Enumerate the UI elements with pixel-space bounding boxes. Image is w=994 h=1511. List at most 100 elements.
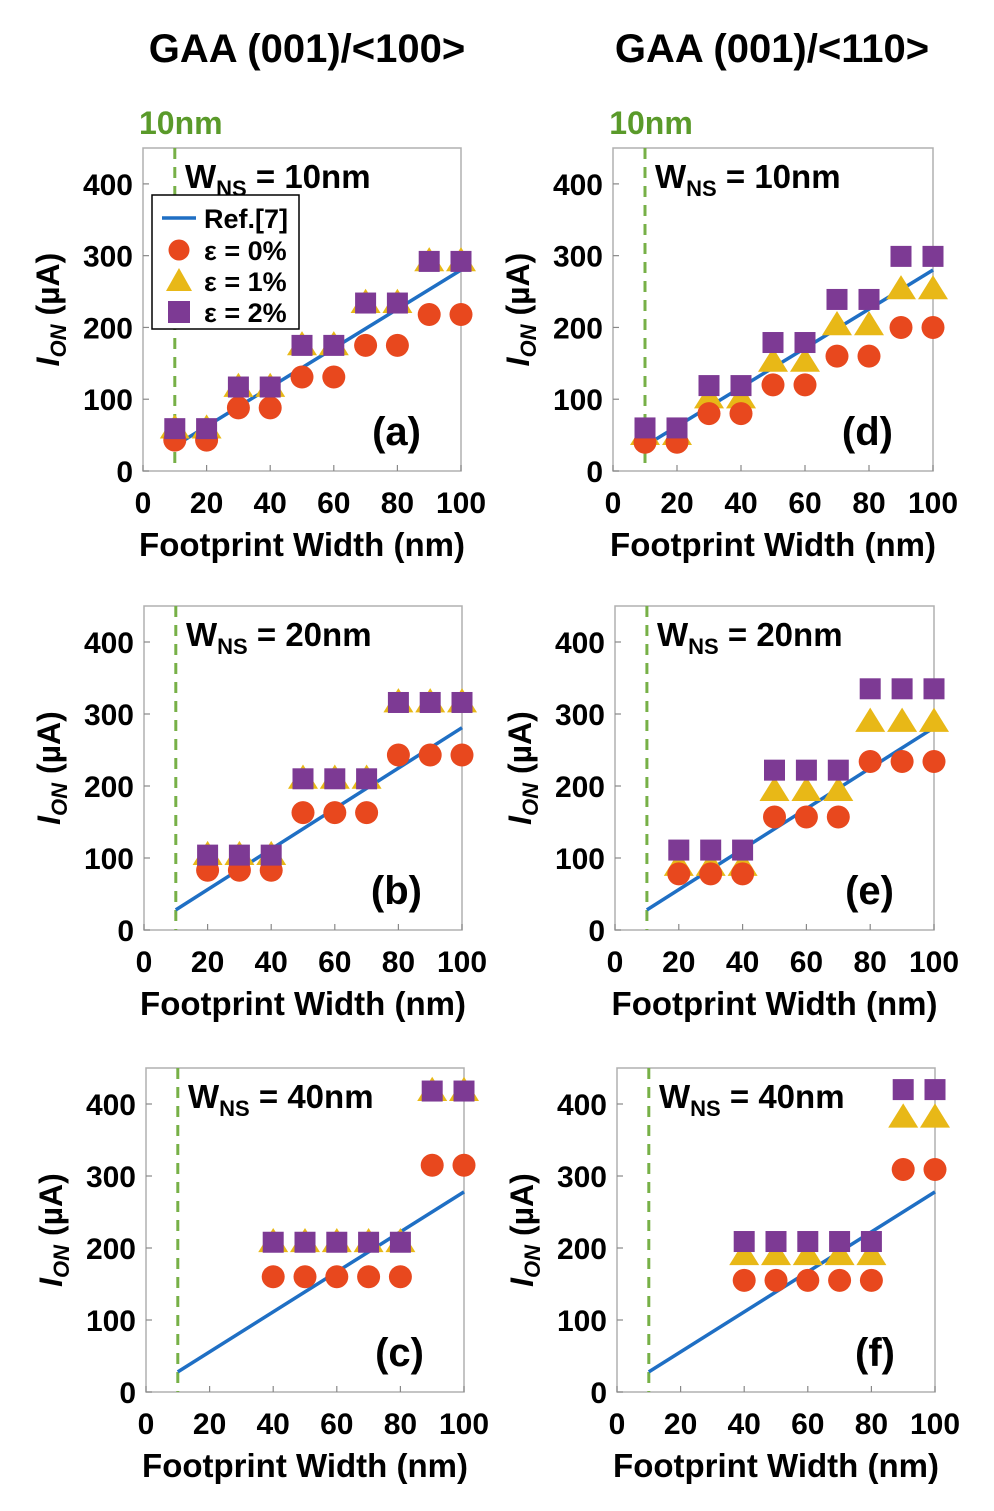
- eps2-point: [730, 375, 752, 397]
- x-tick-label: 20: [190, 487, 223, 520]
- x-tick-label: 80: [384, 1408, 417, 1441]
- chart-panel-a: 0 20 40 60 80 100 0 100 200 300 400 Footprint Width…: [30, 105, 486, 563]
- eps0-point: [226, 396, 250, 420]
- x-tick-label: 40: [724, 487, 757, 520]
- eps0-point: [922, 750, 946, 774]
- wns-annotation-sub: NS: [686, 176, 717, 201]
- legend-entry-label: ε = 2%: [204, 298, 287, 328]
- x-axis-label: Footprint Width (nm): [140, 985, 466, 1022]
- wns-annotation-main: W: [655, 158, 687, 195]
- eps2-point: [698, 375, 720, 397]
- y-tick-label: 300: [557, 1161, 607, 1194]
- y-axis-label-sub: ON: [47, 782, 72, 816]
- x-axis-label: Footprint Width (nm): [612, 985, 938, 1022]
- eps2-point: [765, 1231, 787, 1253]
- eps1-point: [919, 707, 949, 732]
- eps2-point: [826, 288, 848, 310]
- wns-annotation-value: = 10nm: [247, 158, 371, 195]
- x-tick-label: 40: [255, 946, 288, 979]
- eps2-point: [732, 839, 754, 861]
- y-axis-label-sub: ON: [516, 323, 541, 357]
- y-tick-label: 400: [557, 1089, 607, 1122]
- x-tick-label: 0: [136, 946, 153, 979]
- y-tick-label: 300: [86, 1161, 136, 1194]
- eps2-point: [634, 417, 656, 439]
- legend-entry-label: Ref.[7]: [204, 204, 288, 234]
- eps2-point: [858, 288, 880, 310]
- legend-eps1-swatch: [166, 268, 192, 291]
- y-tick-label: 0: [586, 456, 603, 489]
- eps1-point: [792, 1240, 823, 1266]
- eps2-point: [733, 1231, 755, 1253]
- y-tick-label: 0: [590, 1377, 607, 1410]
- panel-label: (d): [842, 410, 893, 454]
- eps1-point: [729, 1240, 760, 1266]
- y-axis-label-main: I: [504, 1277, 540, 1287]
- x-tick-label: 20: [193, 1408, 226, 1441]
- eps1-point: [886, 275, 916, 300]
- eps0-point: [794, 805, 818, 829]
- eps1-point: [855, 707, 886, 732]
- x-tick-label: 40: [726, 946, 759, 979]
- eps0-point: [355, 801, 379, 825]
- legend-eps2-swatch: [168, 301, 190, 323]
- y-tick-label: 100: [555, 843, 605, 876]
- eps1-point: [920, 1103, 950, 1128]
- reference-line: [644, 268, 934, 448]
- eps2-point: [797, 1231, 819, 1253]
- eps0-point: [450, 743, 474, 767]
- x-axis-label: Footprint Width (nm): [142, 1447, 468, 1484]
- eps0-point: [258, 396, 282, 420]
- eps2-point: [764, 759, 785, 781]
- eps1-point: [822, 310, 852, 336]
- x-axis-label: Footprint Width (nm): [139, 526, 465, 563]
- wns-annotation-value: = 40nm: [721, 1078, 845, 1115]
- x-tick-label: 0: [607, 946, 624, 979]
- x-tick-label: 60: [790, 946, 823, 979]
- y-axis-label-main: I: [500, 356, 536, 366]
- x-tick-label: 40: [728, 1408, 761, 1441]
- eps2-point: [260, 844, 282, 866]
- reference-line: [645, 726, 935, 912]
- eps1-point: [823, 776, 854, 801]
- eps2-point: [355, 292, 377, 314]
- reference-line: [174, 726, 463, 912]
- eps0-point: [857, 344, 881, 368]
- x-tick-label: 20: [191, 946, 224, 979]
- eps2-point: [228, 844, 250, 866]
- eps2-point: [859, 678, 881, 700]
- eps0-point: [452, 1153, 476, 1177]
- eps2-point: [860, 1231, 882, 1253]
- eps2-point: [922, 245, 944, 267]
- eps2-point: [386, 292, 408, 314]
- plot-frame: [616, 1067, 936, 1393]
- eps2-point: [668, 839, 690, 861]
- eps2-point: [227, 376, 249, 398]
- x-tick-label: 100: [910, 1408, 960, 1441]
- eps2-point: [451, 691, 473, 713]
- y-tick-label: 200: [84, 771, 134, 804]
- y-tick-label: 0: [588, 915, 605, 948]
- y-axis-label-sub: ON: [46, 323, 71, 357]
- vline-label: 10nm: [609, 105, 693, 141]
- eps1-point: [758, 347, 788, 372]
- eps0-point: [826, 805, 850, 829]
- column-title-right: GAA (001)/<110>: [615, 27, 929, 71]
- eps1-point: [887, 707, 918, 732]
- x-tick-label: 60: [791, 1408, 824, 1441]
- wns-annotation: WNS = 20nm: [186, 616, 372, 659]
- eps0-point: [418, 743, 442, 767]
- vline-label: 10nm: [139, 105, 223, 141]
- eps0-point: [793, 373, 817, 397]
- y-tick-label: 100: [84, 843, 134, 876]
- eps0-point: [891, 1158, 915, 1182]
- x-axis-label: Footprint Width (nm): [613, 1447, 939, 1484]
- eps0-point: [761, 373, 785, 397]
- eps2-point: [326, 1231, 348, 1253]
- eps0-point: [667, 862, 691, 886]
- plot-frame: [612, 147, 934, 472]
- reference-line: [173, 268, 462, 448]
- eps2-point: [292, 768, 314, 790]
- eps2-point: [924, 1079, 946, 1101]
- x-tick-label: 100: [908, 487, 958, 520]
